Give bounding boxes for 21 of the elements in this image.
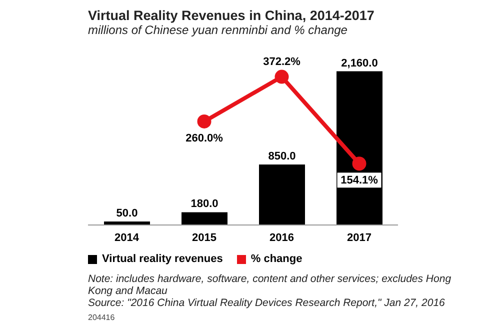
bar — [182, 212, 228, 225]
x-tick-label: 2016 — [270, 232, 294, 244]
data-label: 850.0 — [268, 150, 296, 163]
data-label: 180.0 — [190, 198, 218, 210]
x-tick-label: 2014 — [114, 232, 140, 244]
data-label: 260.0% — [186, 132, 224, 144]
source-note: Source: "2016 China Virtual Reality Devices Research Report," Jan 27, 2016 — [88, 297, 446, 309]
data-label: 372.2% — [263, 56, 301, 68]
x-tick-label: 2017 — [347, 232, 372, 244]
legend-label: Virtual reality revenues — [101, 253, 223, 265]
x-tick-label: 2015 — [192, 232, 216, 244]
bar — [336, 71, 382, 225]
chart-subtitle: millions of Chinese yuan renminbi and % change — [88, 23, 348, 37]
data-label: 50.0 — [116, 207, 138, 220]
bar — [259, 164, 305, 225]
chart-title: Virtual Reality Revenues in China, 2014-2017 — [88, 8, 376, 23]
legend-label: % change — [250, 253, 302, 265]
data-label: 2,160.0 — [341, 57, 378, 70]
text: Note: includes hardware, software, content and other services; excludes Hong Kong and Macau — [88, 273, 452, 297]
data-label: 154.1% — [340, 174, 378, 187]
text: 204416 — [88, 313, 116, 322]
